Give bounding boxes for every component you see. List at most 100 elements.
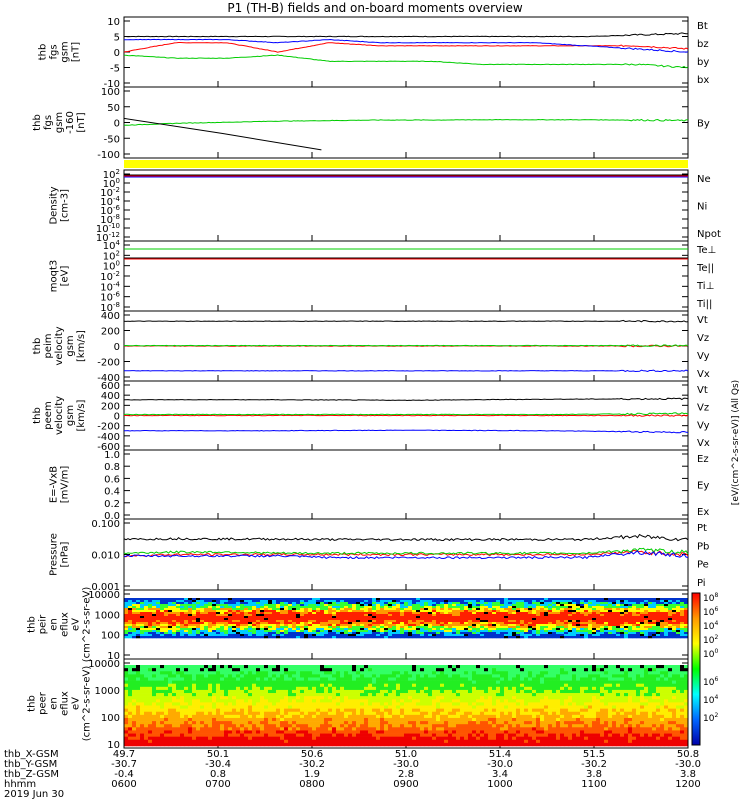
heatmap-cell bbox=[160, 680, 165, 684]
heatmap-cell bbox=[376, 610, 381, 613]
heatmap-cell bbox=[372, 606, 377, 609]
heatmap-cell bbox=[132, 598, 137, 601]
heatmap-cell bbox=[364, 724, 369, 728]
heatmap-cell bbox=[148, 686, 153, 691]
heatmap-cell bbox=[392, 674, 397, 678]
heatmap-cell bbox=[500, 610, 505, 613]
heatmap-cell bbox=[492, 624, 497, 627]
heatmap-cell bbox=[184, 628, 189, 631]
heatmap-cell bbox=[624, 610, 629, 613]
heatmap-cell bbox=[196, 674, 201, 678]
heatmap-cell bbox=[452, 614, 457, 617]
heatmap-cell bbox=[408, 624, 413, 627]
heatmap-cell bbox=[596, 614, 601, 617]
heatmap-cell bbox=[400, 733, 405, 737]
heatmap-cell bbox=[144, 717, 149, 722]
heatmap-cell bbox=[320, 730, 325, 734]
heatmap-cell bbox=[136, 733, 141, 737]
heatmap-cell bbox=[304, 677, 309, 681]
heatmap-cell bbox=[348, 612, 353, 615]
heatmap-cell bbox=[296, 626, 301, 629]
heatmap-cell bbox=[596, 630, 601, 633]
heatmap-cell bbox=[228, 626, 233, 629]
heatmap-cell bbox=[392, 702, 397, 706]
heatmap-cell bbox=[472, 606, 477, 609]
heatmap-cell bbox=[440, 606, 445, 609]
heatmap-cell bbox=[388, 683, 393, 688]
heatmap-cell bbox=[376, 736, 381, 741]
heatmap-cell bbox=[428, 624, 433, 627]
heatmap-cell bbox=[296, 736, 301, 741]
heatmap-cell bbox=[252, 606, 257, 609]
heatmap-cell bbox=[220, 610, 225, 613]
heatmap-cell bbox=[472, 608, 477, 611]
heatmap-cell bbox=[236, 730, 241, 734]
heatmap-cell bbox=[656, 598, 661, 601]
heatmap-cell bbox=[148, 721, 153, 725]
heatmap-cell bbox=[180, 616, 185, 619]
heatmap-cell bbox=[580, 612, 585, 615]
heatmap-cell bbox=[152, 677, 157, 681]
heatmap-cell bbox=[340, 717, 345, 722]
y-axis-label: thb bbox=[32, 407, 43, 424]
heatmap-cell bbox=[344, 598, 349, 601]
heatmap-cell bbox=[268, 736, 273, 741]
heatmap-cell bbox=[572, 604, 577, 607]
heatmap-cell bbox=[384, 742, 389, 747]
heatmap-cell bbox=[316, 634, 321, 637]
heatmap-cell bbox=[636, 602, 641, 605]
heatmap-cell bbox=[348, 689, 353, 694]
heatmap-cell bbox=[140, 604, 145, 607]
heatmap-cell bbox=[308, 624, 313, 627]
heatmap-cell bbox=[204, 620, 209, 623]
heatmap-cell bbox=[280, 680, 285, 684]
heatmap-cell bbox=[288, 683, 293, 688]
heatmap-cell bbox=[168, 602, 173, 605]
heatmap-cell bbox=[248, 696, 253, 700]
heatmap-cell bbox=[248, 724, 253, 728]
heatmap-cell bbox=[532, 604, 537, 607]
heatmap-cell bbox=[404, 677, 409, 681]
heatmap-cell bbox=[312, 736, 317, 741]
heatmap-cell bbox=[388, 736, 393, 741]
heatmap-cell bbox=[136, 736, 141, 741]
heatmap-cell bbox=[272, 717, 277, 722]
heatmap-cell bbox=[392, 736, 397, 741]
heatmap-cell bbox=[172, 736, 177, 741]
heatmap-cell bbox=[320, 742, 325, 747]
heatmap-cell bbox=[392, 665, 397, 669]
heatmap-cell bbox=[292, 665, 297, 669]
heatmap-cell bbox=[332, 742, 337, 747]
heatmap-cell bbox=[124, 608, 129, 611]
heatmap-cell bbox=[480, 624, 485, 627]
heatmap-cell bbox=[684, 604, 689, 607]
heatmap-cell bbox=[148, 624, 153, 627]
heatmap-cell bbox=[640, 632, 645, 635]
heatmap-cell bbox=[216, 714, 221, 719]
heatmap-cell bbox=[280, 610, 285, 613]
heatmap-cell bbox=[424, 620, 429, 623]
heatmap-cell bbox=[260, 705, 265, 709]
heatmap-cell bbox=[408, 604, 413, 607]
heatmap-cell bbox=[376, 699, 381, 703]
heatmap-cell bbox=[396, 612, 401, 615]
heatmap-cell bbox=[124, 739, 129, 744]
heatmap-cell bbox=[244, 626, 249, 629]
heatmap-cell bbox=[448, 610, 453, 613]
heatmap-cell bbox=[212, 668, 217, 672]
heatmap-cell bbox=[132, 733, 137, 737]
heatmap-cell bbox=[176, 604, 181, 607]
heatmap-cell bbox=[528, 600, 533, 603]
heatmap-cell bbox=[284, 730, 289, 734]
heatmap-cell bbox=[300, 693, 305, 697]
heatmap-cell bbox=[164, 699, 169, 703]
heatmap-cell bbox=[328, 620, 333, 623]
heatmap-cell bbox=[176, 668, 181, 672]
heatmap-cell bbox=[496, 616, 501, 619]
heatmap-cell bbox=[236, 624, 241, 627]
heatmap-cell bbox=[204, 724, 209, 728]
heatmap-cell bbox=[376, 632, 381, 635]
heatmap-cell bbox=[332, 636, 337, 639]
heatmap-cell bbox=[516, 620, 521, 623]
heatmap-cell bbox=[136, 671, 141, 675]
